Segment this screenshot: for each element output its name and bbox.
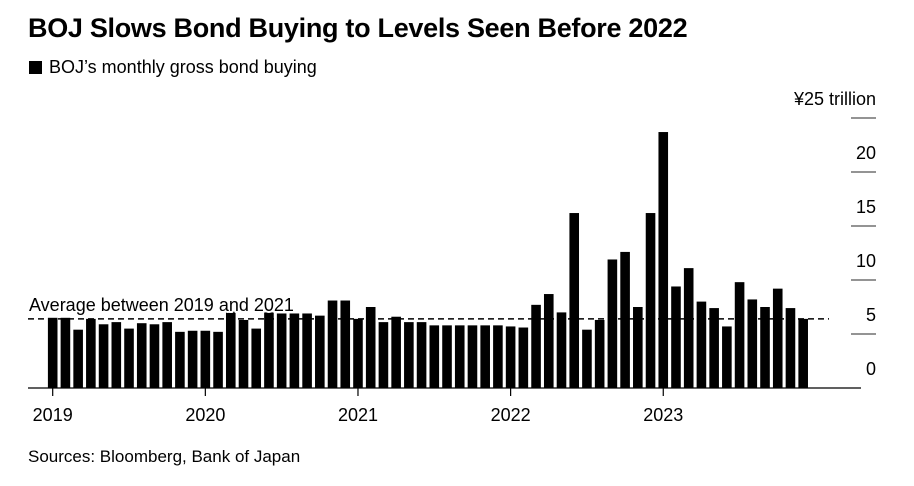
average-label: Average between 2019 and 2021 <box>29 295 294 315</box>
x-tick-label: 2022 <box>491 405 531 425</box>
bar <box>353 318 363 388</box>
bar <box>86 318 96 388</box>
bar <box>73 329 83 388</box>
bar <box>98 324 109 388</box>
bar <box>365 307 376 388</box>
bar <box>238 319 249 388</box>
bar <box>429 325 440 388</box>
bar <box>696 301 707 388</box>
bar <box>124 328 134 388</box>
bar <box>302 313 312 388</box>
y-tick-label: ¥25 trillion <box>793 89 876 109</box>
bar <box>187 330 198 388</box>
bar <box>378 322 389 388</box>
bar <box>543 294 554 388</box>
bar <box>149 324 160 388</box>
bar <box>47 317 58 388</box>
bar <box>607 259 618 388</box>
x-axis: 2019 2020 2021 2022 2023 <box>28 387 861 425</box>
bar <box>493 325 503 388</box>
x-tick-label: 2021 <box>338 405 378 425</box>
bar <box>747 299 758 388</box>
bar <box>658 132 669 388</box>
bar <box>480 325 490 388</box>
bar <box>569 213 580 388</box>
bar <box>251 328 262 388</box>
bar <box>709 308 719 388</box>
bar <box>467 325 478 388</box>
bar <box>404 322 414 388</box>
y-tick-label: 5 <box>866 305 876 325</box>
bar <box>162 322 172 388</box>
chart-title: BOJ Slows Bond Buying to Levels Seen Bef… <box>28 13 688 43</box>
bar <box>518 327 529 388</box>
bar <box>734 282 745 388</box>
bar <box>340 300 351 388</box>
bar <box>442 325 452 388</box>
bar <box>772 288 783 388</box>
bar <box>633 307 643 388</box>
bar <box>327 300 338 388</box>
bar <box>785 308 796 388</box>
y-tick-label: 0 <box>866 359 876 379</box>
bar <box>200 330 211 388</box>
legend-swatch-icon <box>29 61 42 74</box>
bar <box>136 323 147 388</box>
bar <box>683 268 694 388</box>
bar <box>60 317 71 388</box>
bar <box>225 311 236 388</box>
bar <box>454 325 465 388</box>
bar <box>264 312 274 388</box>
bar <box>531 304 541 388</box>
y-axis: 0 5 10 15 20 ¥25 trillion <box>793 89 876 379</box>
bar <box>416 322 427 388</box>
bar <box>645 213 656 388</box>
bar <box>798 318 808 388</box>
bar <box>391 316 401 388</box>
bar <box>594 319 605 388</box>
y-tick-label: 20 <box>856 143 876 163</box>
legend-label: BOJ’s monthly gross bond buying <box>49 57 317 77</box>
y-tick-label: 10 <box>856 251 876 271</box>
bars-group <box>47 132 808 388</box>
bar <box>760 307 770 388</box>
bar <box>111 322 122 388</box>
bar <box>289 313 300 388</box>
average-label-halo: Average between 2019 and 2021 <box>29 295 294 315</box>
bar <box>505 326 516 388</box>
x-tick-label: 2020 <box>185 405 225 425</box>
legend: BOJ’s monthly gross bond buying <box>29 57 317 78</box>
bar <box>671 286 681 388</box>
x-tick-label: 2019 <box>33 405 73 425</box>
bar <box>722 326 732 388</box>
y-tick-label: 15 <box>856 197 876 217</box>
bar <box>582 329 592 388</box>
bar <box>276 313 287 388</box>
bar <box>556 312 567 388</box>
x-tick-label: 2023 <box>643 405 683 425</box>
bar <box>175 331 185 388</box>
source-note: Sources: Bloomberg, Bank of Japan <box>28 447 301 466</box>
bar <box>213 331 223 388</box>
bar <box>315 315 325 388</box>
bar <box>620 251 630 388</box>
